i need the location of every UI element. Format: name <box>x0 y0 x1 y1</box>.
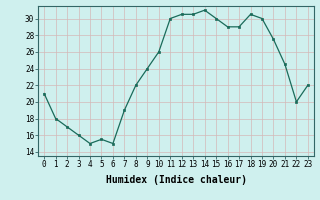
X-axis label: Humidex (Indice chaleur): Humidex (Indice chaleur) <box>106 175 246 185</box>
